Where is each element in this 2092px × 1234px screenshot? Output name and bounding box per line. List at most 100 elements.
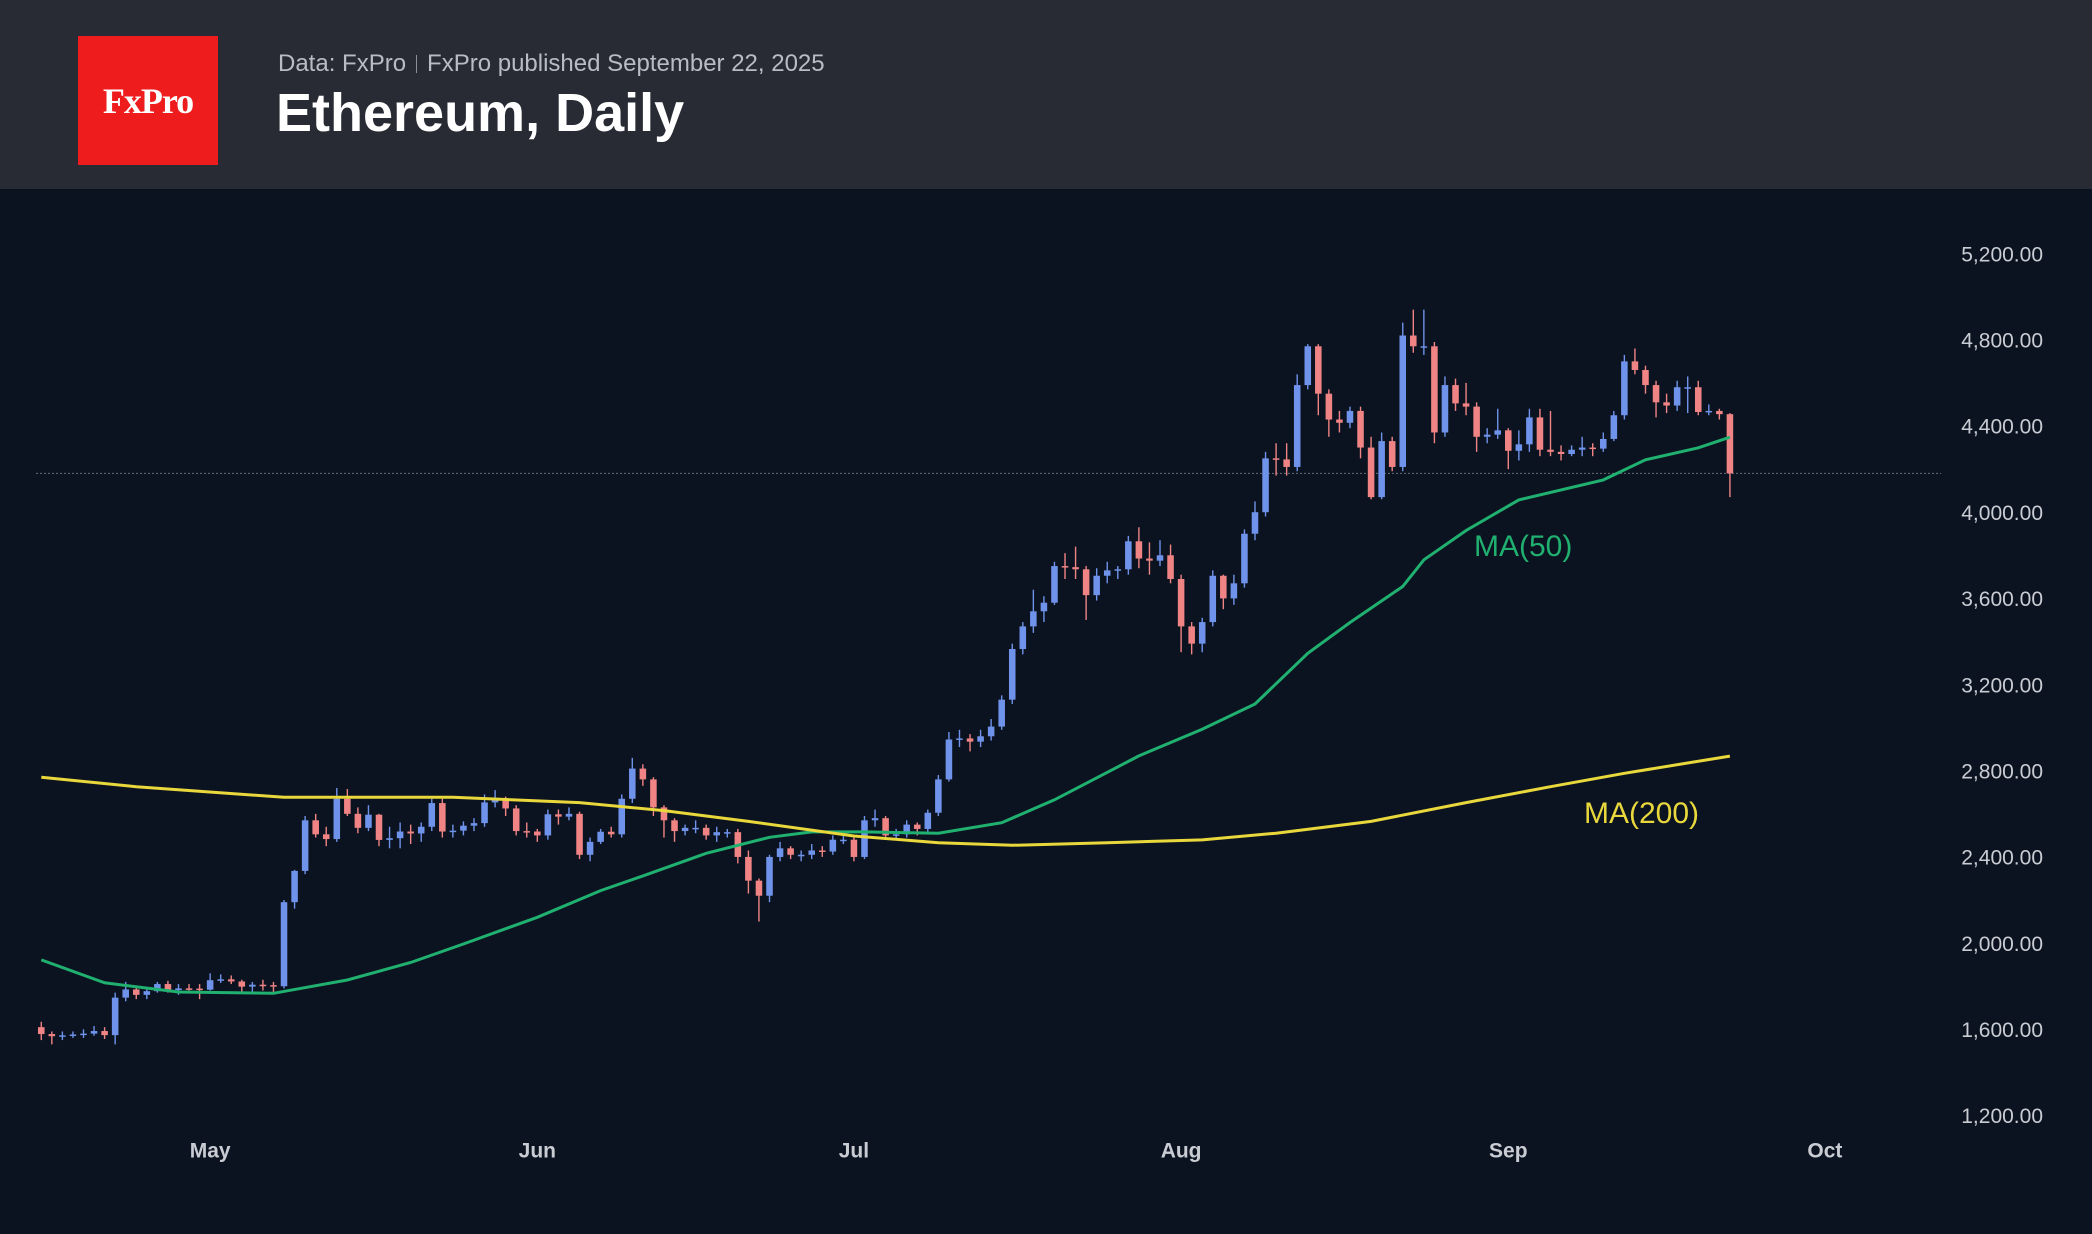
candle-body xyxy=(1135,541,1143,559)
x-tick-label: Aug xyxy=(1161,1140,1202,1163)
candle-body xyxy=(660,807,668,821)
candle-body xyxy=(882,818,889,836)
candle-body xyxy=(1420,346,1428,348)
plot-background xyxy=(0,189,2092,1234)
candle-body xyxy=(375,814,383,840)
y-tick-label: 2,000.00 xyxy=(1961,933,2043,956)
candle-body xyxy=(681,827,689,832)
candle-body xyxy=(1325,393,1333,420)
candle-body xyxy=(819,850,826,852)
candle-body xyxy=(227,979,235,982)
candle-body xyxy=(407,831,414,834)
x-tick-label: Jun xyxy=(519,1140,556,1163)
candle-body xyxy=(185,988,193,990)
candle-body xyxy=(122,989,129,998)
candle-body xyxy=(1547,449,1554,452)
candle-body xyxy=(291,870,298,903)
candle-body xyxy=(417,826,425,834)
candle-body xyxy=(175,988,182,991)
y-tick-label: 3,200.00 xyxy=(1961,674,2043,697)
chart-title: Ethereum, Daily xyxy=(276,83,685,143)
candle-body xyxy=(48,1034,56,1037)
candle-body xyxy=(449,830,457,833)
y-tick-label: 4,800.00 xyxy=(1961,330,2043,353)
candle-body xyxy=(111,997,119,1036)
candle-body xyxy=(755,880,763,896)
candle-body xyxy=(1599,438,1607,449)
candle-body xyxy=(977,736,984,742)
y-tick-label: 5,200.00 xyxy=(1961,243,2043,266)
candle-body xyxy=(1388,441,1396,467)
candle-body xyxy=(724,832,731,834)
candle-body xyxy=(1726,414,1734,474)
candle-body xyxy=(945,739,953,780)
candle-body xyxy=(1589,447,1596,450)
candle-body xyxy=(80,1033,87,1036)
candle-body xyxy=(196,988,203,991)
candle-body xyxy=(69,1034,77,1036)
candle-body xyxy=(671,820,678,832)
candle-body xyxy=(1283,459,1290,467)
candle-body xyxy=(808,850,815,855)
candle-body xyxy=(470,823,478,826)
candle-body xyxy=(713,832,721,836)
candle-body xyxy=(491,798,499,803)
candle-body xyxy=(1631,361,1639,370)
candle-body xyxy=(1177,578,1185,627)
published: FxPro published September 22, 2025 xyxy=(427,50,825,77)
candle-body xyxy=(1716,410,1723,415)
candle-body xyxy=(206,980,214,990)
candle-body xyxy=(1251,512,1259,534)
candle-body xyxy=(1610,415,1618,439)
candle-body xyxy=(249,984,256,987)
candle-body xyxy=(576,813,583,855)
candle-body xyxy=(217,979,224,981)
candle-body xyxy=(776,848,784,857)
candle-body xyxy=(1061,566,1069,568)
y-tick-label: 2,800.00 xyxy=(1961,760,2043,783)
x-tick-label: Oct xyxy=(1807,1140,1842,1163)
candle-body xyxy=(1705,410,1713,413)
candle-body xyxy=(903,824,910,835)
candle-body xyxy=(280,902,288,987)
separator xyxy=(416,55,418,73)
candle-body xyxy=(502,798,509,809)
candle-body xyxy=(892,834,900,836)
candle-body xyxy=(1462,403,1470,407)
candle-body xyxy=(745,856,752,881)
candle-body xyxy=(639,768,647,780)
candle-body xyxy=(238,981,246,987)
candle-body xyxy=(1494,430,1502,435)
y-tick-label: 3,600.00 xyxy=(1961,588,2043,611)
candle-body xyxy=(1367,447,1375,498)
candle-body xyxy=(344,798,351,814)
candle-body xyxy=(913,824,921,829)
candle-body xyxy=(1336,419,1343,423)
candle-body xyxy=(322,834,330,840)
candle-body xyxy=(924,812,932,829)
candle-body xyxy=(998,699,1005,727)
candle-body xyxy=(1684,387,1691,389)
candle-body xyxy=(101,1031,108,1036)
candle-body xyxy=(132,989,140,995)
candle-body xyxy=(386,838,393,840)
candle-body xyxy=(650,779,657,808)
candle-body xyxy=(1315,346,1322,394)
candle-body xyxy=(871,818,879,821)
candle-body xyxy=(840,839,847,842)
candle-body xyxy=(692,827,699,830)
y-tick-label: 2,400.00 xyxy=(1961,847,2043,870)
source: Data: FxPro xyxy=(278,50,407,77)
x-tick-label: Sep xyxy=(1489,1140,1528,1163)
candle-body xyxy=(766,856,773,896)
logo: FxPro xyxy=(78,36,218,165)
candle-body xyxy=(481,802,488,824)
moving-average-line xyxy=(40,435,1731,995)
candle-body xyxy=(597,831,604,842)
candle-body xyxy=(460,825,467,831)
candle-body xyxy=(1114,569,1122,571)
candle-body xyxy=(544,814,552,836)
candle-body xyxy=(850,839,858,857)
